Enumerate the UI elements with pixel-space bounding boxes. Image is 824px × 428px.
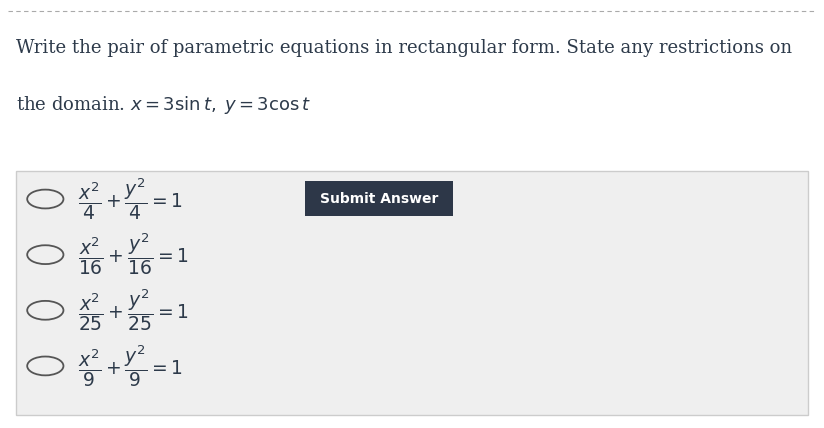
Text: the domain. $x = 3\sin t,\; y = 3\cos t$: the domain. $x = 3\sin t,\; y = 3\cos t$ bbox=[16, 94, 311, 116]
Text: Write the pair of parametric equations in rectangular form. State any restrictio: Write the pair of parametric equations i… bbox=[16, 39, 793, 56]
Text: $\dfrac{x^2}{4} + \dfrac{y^2}{4} = 1$: $\dfrac{x^2}{4} + \dfrac{y^2}{4} = 1$ bbox=[78, 176, 184, 222]
FancyBboxPatch shape bbox=[16, 171, 808, 415]
Text: $\dfrac{x^2}{25} + \dfrac{y^2}{25} = 1$: $\dfrac{x^2}{25} + \dfrac{y^2}{25} = 1$ bbox=[78, 288, 189, 333]
FancyBboxPatch shape bbox=[305, 181, 453, 216]
Text: $\dfrac{x^2}{16} + \dfrac{y^2}{16} = 1$: $\dfrac{x^2}{16} + \dfrac{y^2}{16} = 1$ bbox=[78, 232, 189, 277]
Text: $\dfrac{x^2}{9} + \dfrac{y^2}{9} = 1$: $\dfrac{x^2}{9} + \dfrac{y^2}{9} = 1$ bbox=[78, 343, 184, 389]
Text: Submit Answer: Submit Answer bbox=[320, 192, 438, 205]
